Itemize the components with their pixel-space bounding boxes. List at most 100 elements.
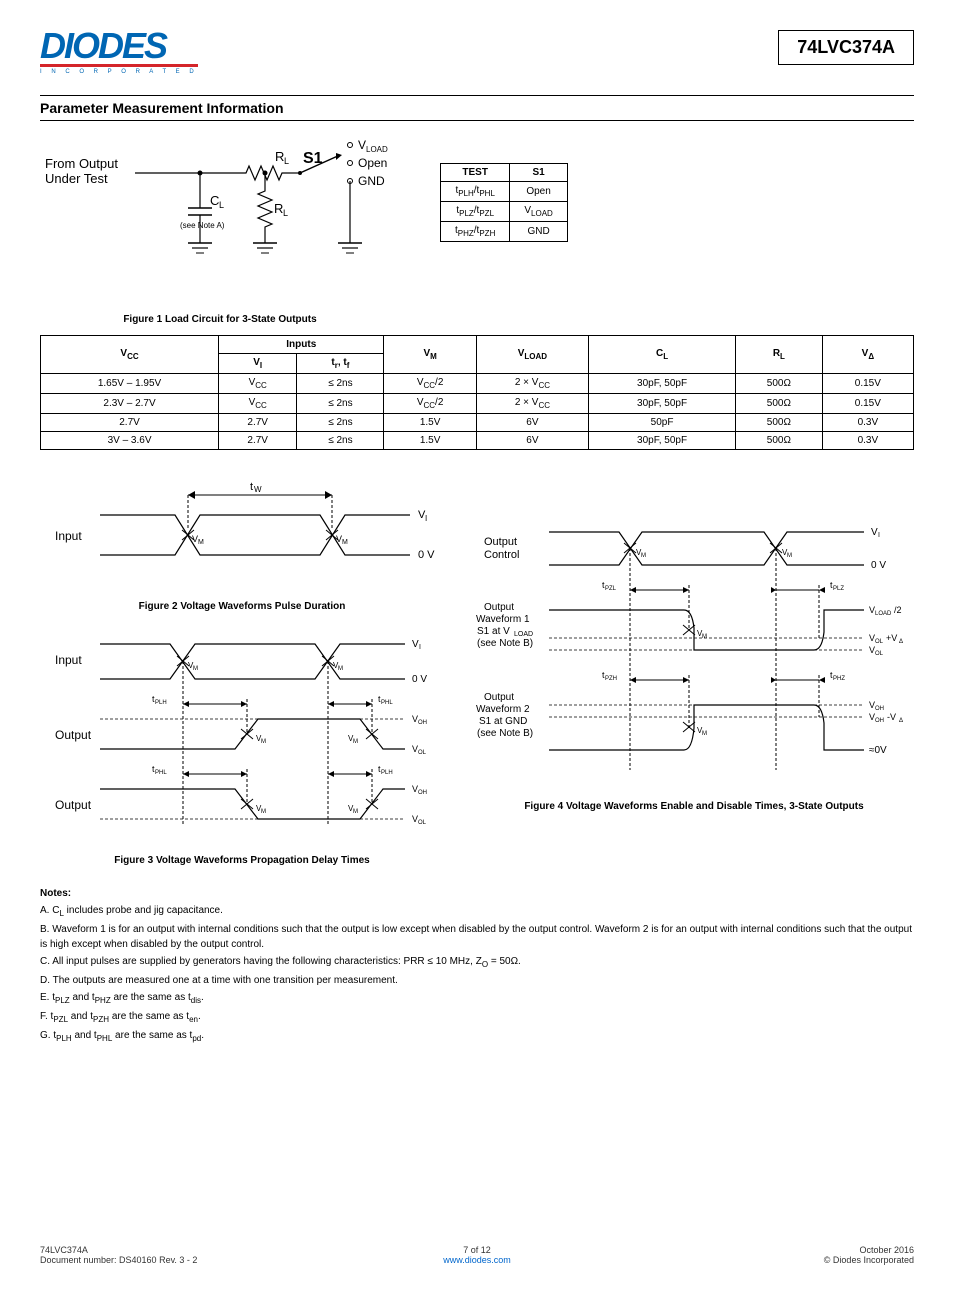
svg-text:OH: OH (418, 790, 427, 796)
svg-text:OH: OH (418, 720, 427, 726)
circuit-row: From Output Under Test RL S1 VLOAD Open … (40, 133, 914, 325)
footer-doc: Document number: DS40160 Rev. 3 - 2 (40, 1255, 331, 1265)
logo-subtext: I N C O R P O R A T E D (40, 69, 198, 75)
table-header: VI (219, 354, 297, 374)
svg-text:OH: OH (875, 706, 884, 712)
footer-copyright: © Diodes Incorporated (623, 1255, 914, 1265)
table-header: VM (384, 336, 476, 374)
table-row: 3V – 3.6V2.7V≤ 2ns1.5V6V30pF, 50pF500Ω0.… (41, 432, 914, 450)
svg-text:Δ: Δ (899, 718, 903, 724)
company-logo: DIODES I N C O R P O R A T E D (40, 30, 198, 75)
svg-text:C: C (210, 193, 219, 208)
svg-text:OL: OL (875, 651, 884, 657)
svg-text:L: L (284, 156, 289, 166)
s1-header: S1 (510, 164, 567, 182)
svg-text:M: M (342, 539, 348, 546)
svg-text:0 V: 0 V (871, 560, 886, 571)
note-c: C. All input pulses are supplied by gene… (40, 954, 914, 971)
table-header: VΔ (822, 336, 913, 374)
svg-text:M: M (338, 666, 343, 672)
svg-text:Output: Output (55, 798, 92, 812)
svg-text:W: W (254, 485, 262, 494)
svg-text:Under Test: Under Test (45, 171, 108, 186)
logo-text: DIODES (40, 30, 198, 67)
footer-link[interactable]: www.diodes.com (443, 1255, 511, 1265)
table-cell: Open (510, 182, 567, 202)
svg-text:PHL: PHL (381, 700, 393, 706)
waveforms-row: Input VI 0 V VM VM tW Figure 2 Voltage W… (40, 470, 914, 866)
table-cell: VLOAD (510, 202, 567, 222)
svg-text:S1 at V: S1 at V (477, 626, 510, 637)
svg-text:LOAD: LOAD (366, 145, 388, 154)
svg-text:OH: OH (875, 718, 884, 724)
svg-text:Input: Input (55, 529, 82, 543)
switching-characteristics-table: VCC Inputs VM VLOAD CL RL VΔ VI tr, tf 1… (40, 335, 914, 450)
svg-text:M: M (641, 553, 646, 559)
svg-text:M: M (353, 739, 358, 745)
svg-text:Waveform 1: Waveform 1 (476, 614, 530, 625)
svg-text:Input: Input (55, 653, 82, 667)
waveforms-right-column: Output Control VI 0 V VM VM Output Wavef… (474, 470, 914, 866)
svg-text:(see Note B): (see Note B) (477, 638, 533, 649)
svg-text:/2: /2 (894, 605, 902, 615)
svg-text:PLH: PLH (381, 770, 393, 776)
svg-text:-V: -V (887, 712, 896, 722)
svg-text:0 V: 0 V (418, 549, 435, 561)
notes-section: Notes: A. CL includes probe and jig capa… (40, 886, 914, 1045)
svg-text:Output: Output (55, 728, 92, 742)
svg-text:Δ: Δ (899, 639, 903, 645)
svg-text:PHZ: PHZ (833, 676, 845, 682)
svg-text:OL: OL (418, 820, 427, 826)
figure2-caption: Figure 2 Voltage Waveforms Pulse Duratio… (40, 601, 444, 612)
svg-text:PHL: PHL (155, 770, 167, 776)
note-b: B. Waveform 1 is for an output with inte… (40, 922, 914, 952)
svg-text:PLZ: PLZ (833, 586, 844, 592)
table-row: 2.3V – 2.7VVCC≤ 2nsVCC/22 × VCC30pF, 50p… (41, 394, 914, 414)
svg-text:R: R (274, 201, 283, 216)
svg-text:(see Note B): (see Note B) (477, 728, 533, 739)
svg-text:LOAD: LOAD (514, 631, 533, 638)
page-header: DIODES I N C O R P O R A T E D 74LVC374A (40, 30, 914, 75)
svg-text:M: M (702, 731, 707, 737)
load-circuit-diagram: From Output Under Test RL S1 VLOAD Open … (40, 133, 400, 325)
figure3-svg: Input VI 0 V VM VM Output VOH VOL tPLH t… (40, 624, 440, 844)
figure4-svg: Output Control VI 0 V VM VM Output Wavef… (474, 510, 914, 790)
svg-text:Open: Open (358, 156, 387, 170)
footer-left: 74LVC374A Document number: DS40160 Rev. … (40, 1245, 331, 1265)
svg-text:(see Note A): (see Note A) (180, 221, 225, 230)
svg-text:S1 at GND: S1 at GND (479, 716, 527, 727)
svg-text:Control: Control (484, 549, 519, 561)
note-f: F. tPZL and tPZH are the same as ten. (40, 1009, 914, 1026)
footer-page: 7 of 12 (331, 1245, 622, 1255)
table-header: VCC (41, 336, 219, 374)
svg-text:V: V (871, 527, 878, 538)
svg-text:LOAD: LOAD (875, 611, 892, 617)
svg-text:GND: GND (358, 174, 385, 188)
table-row: 2.7V2.7V≤ 2ns1.5V6V50pF500Ω0.3V (41, 414, 914, 432)
figure4-caption: Figure 4 Voltage Waveforms Enable and Di… (474, 801, 914, 812)
footer-part: 74LVC374A (40, 1245, 331, 1255)
note-e: E. tPLZ and tPHZ are the same as tdis. (40, 990, 914, 1007)
svg-text:V: V (358, 138, 366, 152)
svg-text:≈0V: ≈0V (869, 745, 887, 756)
svg-text:0 V: 0 V (412, 674, 427, 685)
note-d: D. The outputs are measured one at a tim… (40, 973, 914, 988)
table-header: VLOAD (476, 336, 588, 374)
table-cell: tPLZ/tPZL (441, 202, 510, 222)
svg-text:V: V (412, 639, 419, 650)
svg-text:L: L (283, 208, 288, 218)
svg-text:From Output: From Output (45, 156, 118, 171)
part-number-box: 74LVC374A (778, 30, 914, 65)
svg-text:I: I (419, 644, 421, 651)
page-footer: 74LVC374A Document number: DS40160 Rev. … (40, 1245, 914, 1265)
note-g: G. tPLH and tPHL are the same as tpd. (40, 1028, 914, 1045)
svg-text:I: I (425, 514, 427, 523)
svg-text:PZL: PZL (605, 586, 617, 592)
svg-text:M: M (198, 539, 204, 546)
svg-text:M: M (353, 809, 358, 815)
svg-text:+V: +V (886, 633, 897, 643)
section-title: Parameter Measurement Information (40, 95, 914, 121)
note-a: A. CL includes probe and jig capacitance… (40, 903, 914, 920)
svg-text:OL: OL (418, 750, 427, 756)
table-header: Inputs (219, 336, 384, 354)
